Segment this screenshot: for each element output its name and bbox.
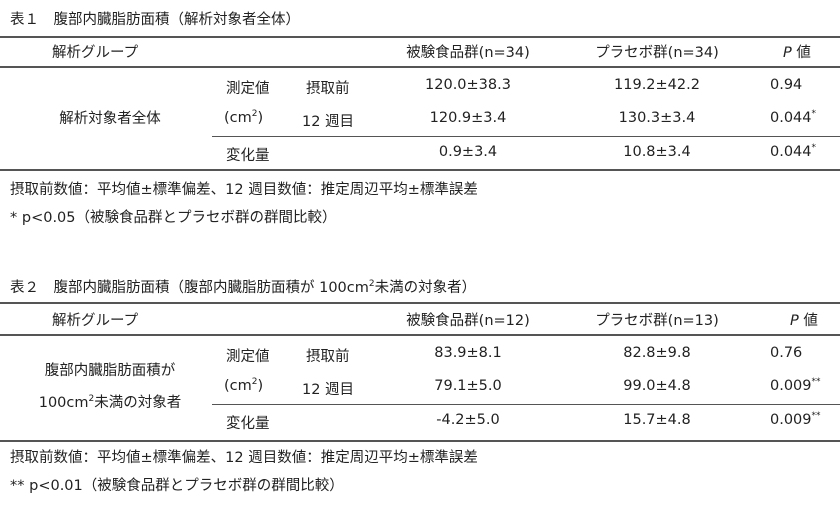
unit-sup: 2 — [251, 109, 258, 120]
placebo-value: 15.7±4.8 — [623, 412, 691, 428]
group-label-text: 100cm — [38, 395, 89, 411]
group-label: 腹部内臓脂肪面積が 100cm2未満の対象者 — [5, 355, 215, 419]
unit-text: (cm — [224, 110, 252, 126]
p-value: 0.009** — [770, 412, 821, 428]
unit-label: (cm2) — [224, 378, 263, 394]
significance-mark: ** — [811, 377, 821, 388]
p-value: 0.044* — [770, 144, 816, 160]
top-rule — [0, 36, 840, 38]
measure-label: 測定値 — [226, 81, 270, 97]
placebo-value: 10.8±3.4 — [623, 144, 691, 160]
inner-rule — [212, 136, 840, 137]
p-number: 0.009 — [770, 412, 812, 428]
placebo-value: 99.0±4.8 — [623, 378, 691, 394]
header-test-group: 被験食品群(n=34) — [406, 45, 530, 61]
row-label: 12 週目 — [302, 382, 355, 398]
row-label: 摂取前 — [306, 81, 350, 97]
header-group: 解析グループ — [52, 313, 139, 329]
header-p-value: P 値 — [790, 309, 818, 330]
unit-label: (cm2) — [224, 110, 263, 126]
unit-text: (cm — [224, 378, 252, 394]
significance-mark: * — [811, 109, 817, 120]
header-test-group: 被験食品群(n=12) — [406, 313, 530, 329]
row-label: 変化量 — [226, 148, 270, 164]
p-number: 0.76 — [770, 345, 803, 361]
unit-close: ) — [257, 110, 264, 126]
p-value: 0.76 — [770, 345, 802, 361]
p-value: 0.009** — [770, 378, 821, 394]
header-p-value: P 値 — [783, 41, 811, 62]
p-italic: P — [790, 313, 799, 329]
footnote: ** p<0.01（被験食品群とプラセボ群の群間比較） — [10, 478, 344, 494]
inner-rule — [212, 404, 840, 405]
p-number: 0.044 — [770, 144, 812, 160]
header-group: 解析グループ — [52, 45, 139, 61]
title-text: 表２ 腹部内臓脂肪面積（腹部内臓脂肪面積が 100cm — [10, 280, 369, 296]
test-value: 83.9±8.1 — [434, 345, 502, 361]
row-label: 摂取前 — [306, 349, 350, 365]
test-value: 0.9±3.4 — [438, 144, 498, 160]
unit-sup: 2 — [251, 377, 258, 388]
top-rule — [0, 302, 840, 304]
p-suffix: 値 — [796, 45, 811, 61]
table-title: 表２ 腹部内臓脂肪面積（腹部内臓脂肪面積が 100cm2未満の対象者） — [10, 276, 476, 297]
footnote: 摂取前数値：平均値±標準偏差、12 週目数値：推定周辺平均±標準誤差 — [10, 450, 478, 466]
title-text-end: 未満の対象者） — [374, 280, 477, 296]
group-label: 解析対象者全体 — [59, 111, 161, 127]
bottom-rule — [0, 440, 840, 442]
placebo-value: 130.3±3.4 — [618, 110, 696, 126]
test-value: 79.1±5.0 — [434, 378, 502, 394]
group-label-sup: 2 — [88, 394, 95, 405]
header-rule — [0, 66, 840, 68]
measure-label: 測定値 — [226, 349, 270, 365]
header-rule — [0, 334, 840, 336]
p-value: 0.94 — [770, 77, 802, 93]
row-label: 12 週目 — [302, 114, 355, 130]
p-number: 0.044 — [770, 110, 812, 126]
row-label: 変化量 — [226, 416, 270, 432]
group-label-text-end: 未満の対象者 — [94, 395, 182, 411]
test-value: 120.0±38.3 — [425, 77, 511, 93]
group-label-line2: 100cm2未満の対象者 — [5, 387, 215, 419]
significance-mark: * — [811, 143, 817, 154]
significance-mark: ** — [811, 411, 821, 422]
title-sup: 2 — [368, 279, 375, 290]
placebo-value: 119.2±42.2 — [614, 77, 700, 93]
p-number: 0.94 — [770, 77, 803, 93]
table-title: 表１ 腹部内臓脂肪面積（解析対象者全体） — [10, 12, 300, 28]
group-label-line1: 腹部内臓脂肪面積が — [44, 363, 176, 379]
bottom-rule — [0, 169, 840, 171]
header-placebo-group: プラセボ群(n=34) — [595, 45, 719, 61]
unit-close: ) — [257, 378, 264, 394]
footnote: 摂取前数値：平均値±標準偏差、12 週目数値：推定周辺平均±標準誤差 — [10, 182, 478, 198]
test-value: -4.2±5.0 — [436, 412, 500, 428]
p-number: 0.009 — [770, 378, 812, 394]
p-italic: P — [783, 45, 792, 61]
test-value: 120.9±3.4 — [429, 110, 507, 126]
header-placebo-group: プラセボ群(n=13) — [595, 313, 719, 329]
p-suffix: 値 — [803, 313, 818, 329]
p-value: 0.044* — [770, 110, 816, 126]
placebo-value: 82.8±9.8 — [623, 345, 691, 361]
footnote: * p<0.05（被験食品群とプラセボ群の群間比較） — [10, 210, 337, 226]
